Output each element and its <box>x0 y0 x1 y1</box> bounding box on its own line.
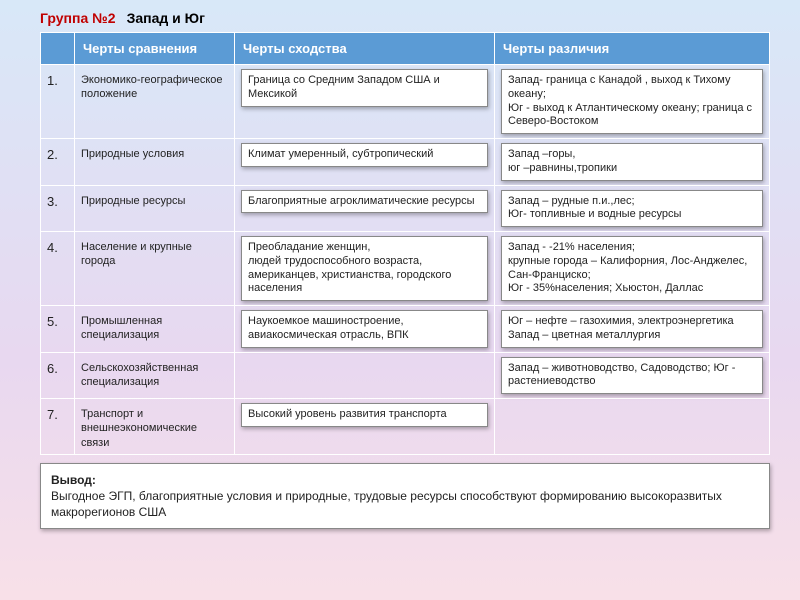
conclusion-text: Выгодное ЭГП, благоприятные условия и пр… <box>51 489 722 519</box>
row-similarity: Высокий уровень развития транспорта <box>235 399 495 455</box>
row-number: 1. <box>41 65 75 139</box>
row-difference: Юг – нефте – газохимия, электроэнергетик… <box>495 306 770 353</box>
row-similarity: Преобладание женщин,людей трудоспособног… <box>235 232 495 306</box>
difference-box: Запад - -21% населения;крупные города – … <box>501 236 763 301</box>
similarity-box: Наукоемкое машиностроение, авиакосмическ… <box>241 310 488 348</box>
similarity-box: Граница со Средним Западом США и Мексико… <box>241 69 488 107</box>
difference-box: Юг – нефте – газохимия, электроэнергетик… <box>501 310 763 348</box>
similarity-box: Преобладание женщин,людей трудоспособног… <box>241 236 488 301</box>
row-trait: Транспорт и внешнеэкономические связи <box>75 399 235 455</box>
row-number: 3. <box>41 185 75 232</box>
row-similarity: Наукоемкое машиностроение, авиакосмическ… <box>235 306 495 353</box>
header-blank <box>41 33 75 65</box>
similarity-box: Климат умеренный, субтропический <box>241 143 488 167</box>
row-number: 7. <box>41 399 75 455</box>
row-similarity <box>235 352 495 399</box>
row-difference: Запад - -21% населения;крупные города – … <box>495 232 770 306</box>
row-similarity: Благоприятные агроклиматические ресурсы <box>235 185 495 232</box>
conclusion-label: Вывод: <box>51 473 96 487</box>
header-similarities: Черты сходства <box>235 33 495 65</box>
row-difference <box>495 399 770 455</box>
row-number: 2. <box>41 139 75 186</box>
table-row: 1.Экономико-географическое положениеГран… <box>41 65 770 139</box>
comparison-table: Черты сравнения Черты сходства Черты раз… <box>40 32 770 455</box>
row-difference: Запад –горы,юг –равнины,тропики <box>495 139 770 186</box>
row-number: 6. <box>41 352 75 399</box>
row-difference: Запад – животноводство, Садоводство; Юг … <box>495 352 770 399</box>
row-difference: Запад- граница с Канадой , выход к Тихом… <box>495 65 770 139</box>
row-similarity: Граница со Средним Западом США и Мексико… <box>235 65 495 139</box>
conclusion-box: Вывод: Выгодное ЭГП, благоприятные услов… <box>40 463 770 530</box>
row-trait: Сельскохозяйственная специализация <box>75 352 235 399</box>
row-number: 4. <box>41 232 75 306</box>
table-row: 3.Природные ресурсыБлагоприятные агрокли… <box>41 185 770 232</box>
table-row: 5.Промышленная специализацияНаукоемкое м… <box>41 306 770 353</box>
title-group: Группа №2 <box>40 10 116 26</box>
difference-box: Запад- граница с Канадой , выход к Тихом… <box>501 69 763 134</box>
similarity-box: Высокий уровень развития транспорта <box>241 403 488 427</box>
row-similarity: Климат умеренный, субтропический <box>235 139 495 186</box>
row-number: 5. <box>41 306 75 353</box>
similarity-box: Благоприятные агроклиматические ресурсы <box>241 190 488 214</box>
header-traits: Черты сравнения <box>75 33 235 65</box>
table-row: 4.Население и крупные городаПреобладание… <box>41 232 770 306</box>
title: Группа №2 Запад и Юг <box>40 10 770 26</box>
row-trait: Экономико-географическое положение <box>75 65 235 139</box>
header-differences: Черты различия <box>495 33 770 65</box>
table-row: 7.Транспорт и внешнеэкономические связиВ… <box>41 399 770 455</box>
difference-box: Запад – животноводство, Садоводство; Юг … <box>501 357 763 395</box>
table-row: 2.Природные условияКлимат умеренный, суб… <box>41 139 770 186</box>
row-trait: Природные условия <box>75 139 235 186</box>
table-row: 6.Сельскохозяйственная специализация Запа… <box>41 352 770 399</box>
row-trait: Население и крупные города <box>75 232 235 306</box>
title-topic: Запад и Юг <box>127 10 205 26</box>
difference-box: Запад – рудные п.и.,лес;Юг- топливные и … <box>501 190 763 228</box>
header-row: Черты сравнения Черты сходства Черты раз… <box>41 33 770 65</box>
row-trait: Природные ресурсы <box>75 185 235 232</box>
row-difference: Запад – рудные п.и.,лес;Юг- топливные и … <box>495 185 770 232</box>
difference-box: Запад –горы,юг –равнины,тропики <box>501 143 763 181</box>
row-trait: Промышленная специализация <box>75 306 235 353</box>
